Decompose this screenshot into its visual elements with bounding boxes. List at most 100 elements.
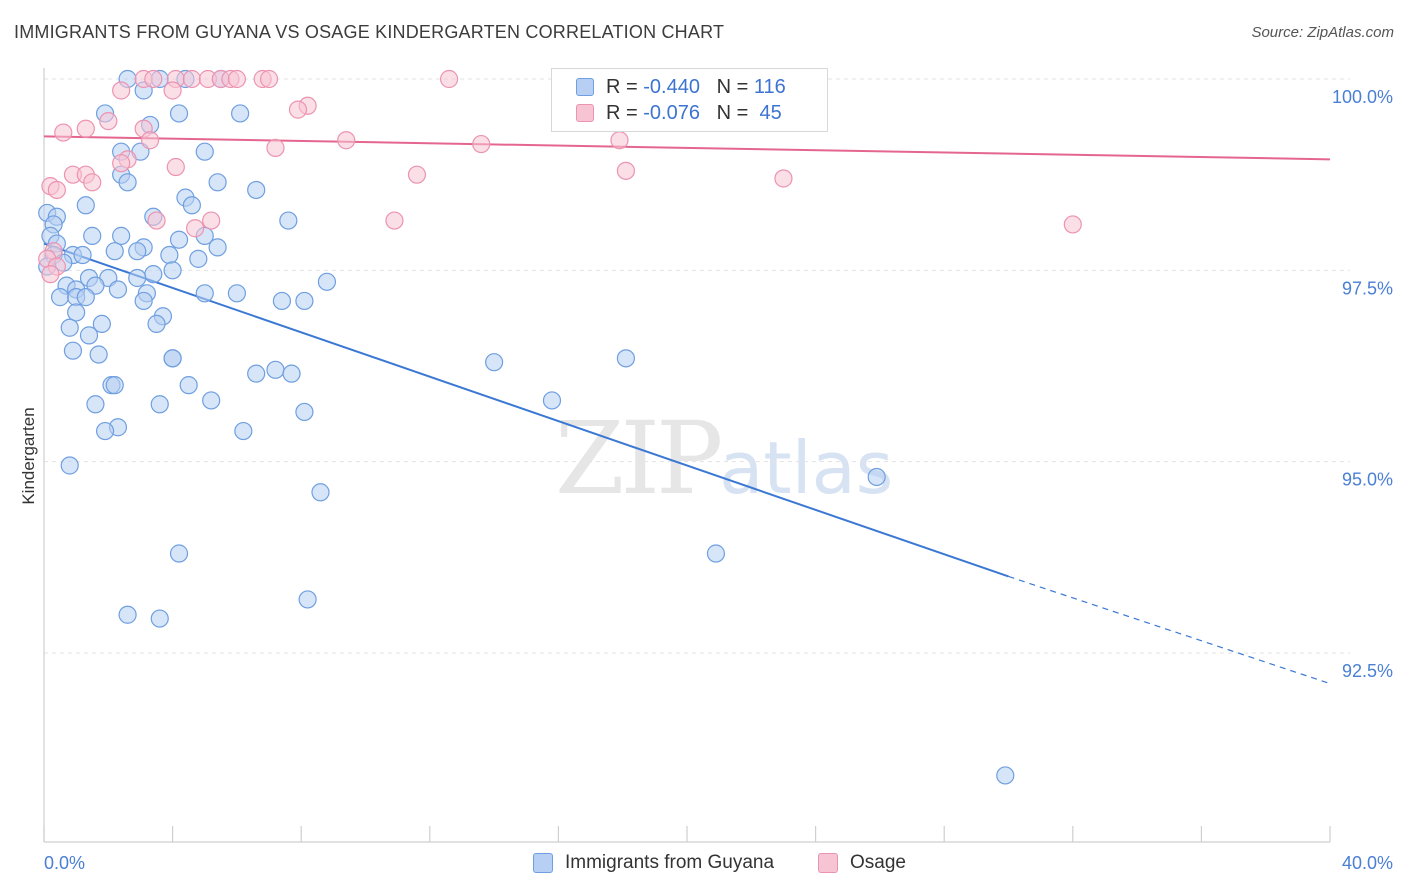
point-guyana	[195, 284, 214, 303]
point-osage	[616, 161, 636, 180]
point-guyana	[282, 364, 301, 383]
x-tick-label: 40.0%	[1342, 853, 1393, 873]
legend-n-label: N =	[716, 75, 749, 98]
legend-r-value: -0.076	[643, 101, 700, 124]
point-osage	[166, 157, 185, 177]
point-guyana	[706, 544, 726, 563]
point-guyana	[83, 226, 102, 245]
point-osage	[83, 173, 102, 192]
point-guyana	[79, 326, 99, 345]
legend-swatch-pink	[576, 104, 594, 122]
point-guyana	[542, 391, 562, 410]
point-guyana	[147, 314, 166, 334]
point-guyana	[50, 288, 70, 307]
point-osage	[147, 211, 166, 230]
point-guyana	[128, 242, 147, 261]
point-guyana	[118, 605, 137, 624]
legend-row-osage: R = -0.076 N = 45	[576, 101, 782, 125]
point-guyana	[195, 142, 214, 161]
stats-legend: R = -0.440 N = 116 R = -0.076 N = 45	[551, 68, 828, 132]
y-axis-label: Kindergarten	[19, 407, 38, 504]
point-guyana	[227, 284, 246, 303]
point-guyana	[63, 341, 83, 360]
point-guyana	[179, 376, 198, 395]
point-guyana	[144, 265, 163, 284]
point-guyana	[247, 180, 266, 200]
point-osage	[202, 211, 221, 230]
legend-swatch-blue	[576, 78, 594, 96]
point-guyana	[73, 245, 92, 265]
x-tick-label: 0.0%	[44, 853, 85, 873]
point-guyana	[134, 291, 153, 311]
point-guyana	[231, 104, 250, 123]
legend-n-label: N =	[716, 101, 749, 124]
point-guyana	[189, 249, 208, 268]
point-guyana	[60, 456, 79, 475]
point-osage	[439, 69, 459, 89]
point-guyana	[108, 280, 128, 299]
watermark-atlas: atlas	[719, 426, 894, 510]
point-guyana	[208, 238, 227, 257]
point-osage	[266, 138, 285, 157]
legend-r-label: R =	[606, 101, 638, 124]
point-osage	[385, 211, 404, 230]
axes	[43, 68, 1331, 843]
legend-r-label: R =	[606, 75, 638, 98]
point-guyana	[311, 483, 330, 502]
point-guyana	[92, 314, 111, 334]
bottom-legend-swatch-pink	[818, 853, 838, 873]
legend-n-value: 116	[753, 75, 786, 98]
point-guyana	[118, 173, 137, 192]
bottom-legend-label-osage: Osage	[850, 852, 906, 873]
point-guyana	[208, 173, 227, 192]
point-osage	[112, 81, 131, 100]
bottom-legend-swatch-blue	[533, 853, 553, 873]
point-guyana	[616, 349, 636, 368]
point-guyana	[169, 544, 189, 563]
point-osage	[163, 81, 182, 100]
point-osage	[112, 154, 131, 173]
y-tick-label: 100.0%	[1332, 87, 1393, 107]
point-guyana	[169, 230, 189, 249]
bottom-legend: Immigrants from Guyana Osage	[0, 852, 1406, 878]
point-guyana	[867, 467, 886, 487]
point-guyana	[279, 211, 298, 230]
point-osage	[54, 123, 73, 142]
point-guyana	[150, 609, 169, 628]
point-guyana	[272, 291, 292, 311]
point-guyana	[298, 590, 317, 609]
point-guyana	[996, 766, 1015, 785]
point-osage	[76, 119, 95, 138]
point-guyana	[60, 318, 79, 337]
grid-lines	[44, 78, 1350, 654]
watermark: ZIPatlas	[555, 400, 893, 517]
trend-line-guyana-extension	[1008, 575, 1331, 685]
source-label: Source: ZipAtlas.com	[1251, 24, 1394, 41]
point-guyana	[89, 345, 108, 364]
point-guyana	[150, 395, 169, 414]
point-osage	[227, 69, 246, 89]
point-guyana	[202, 391, 221, 410]
point-osage	[99, 111, 118, 131]
point-osage	[144, 69, 163, 89]
legend-row-guyana: R = -0.440 N = 116	[576, 75, 786, 99]
watermark-zip: ZIP	[555, 400, 723, 517]
point-guyana	[160, 245, 179, 265]
point-guyana	[485, 353, 504, 372]
chart-title: IMMIGRANTS FROM GUYANA VS OSAGE KINDERGA…	[14, 22, 725, 42]
point-osage	[337, 131, 356, 150]
point-osage	[182, 69, 201, 89]
point-osage	[1063, 215, 1082, 234]
bottom-legend-label-guyana: Immigrants from Guyana	[565, 852, 775, 873]
axis-labels: 92.5% 95.0% 97.5% 100.0% 0.0% 40.0% Kindergart…	[19, 87, 1393, 873]
point-osage	[186, 219, 205, 238]
point-osage	[407, 165, 427, 184]
point-osage	[472, 134, 491, 154]
trend-line-osage	[43, 135, 1331, 161]
y-tick-label: 95.0%	[1342, 470, 1393, 490]
point-guyana	[76, 288, 95, 307]
point-guyana	[128, 268, 147, 288]
point-guyana	[67, 303, 86, 322]
point-guyana	[105, 376, 124, 395]
point-osage	[259, 69, 279, 89]
